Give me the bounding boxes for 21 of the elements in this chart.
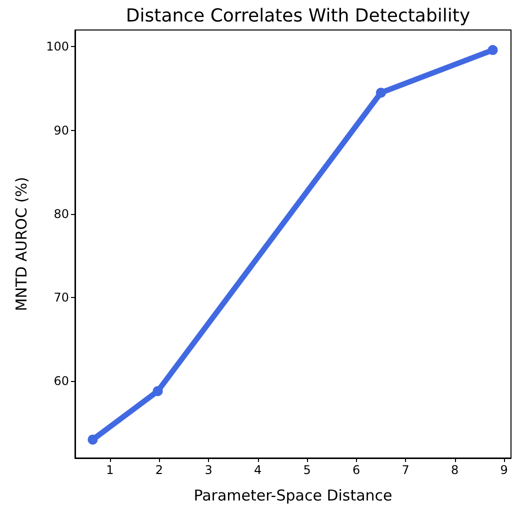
x-tick-label: 6	[352, 463, 360, 477]
x-tick-label: 3	[204, 463, 212, 477]
point	[152, 386, 163, 396]
y-tick-label: 60	[54, 374, 69, 388]
x-tick-label: 5	[303, 463, 311, 477]
y-tick-label: 70	[54, 290, 69, 304]
y-axis-title: MNTD AUROC (%)	[12, 176, 30, 312]
point	[488, 45, 498, 56]
x-axis-title: Parameter-Space Distance	[194, 486, 392, 504]
y-tick-label: 90	[54, 123, 69, 138]
x-tick-label: 8	[451, 463, 459, 477]
chart-title: Distance Correlates With Detectability	[126, 6, 470, 26]
x-tick-label: 4	[254, 463, 262, 477]
y-tick-label: 80	[54, 206, 69, 221]
x-tick-label: 1	[106, 463, 114, 477]
point	[376, 88, 386, 98]
x-tick-label: 7	[402, 463, 410, 477]
point	[88, 434, 98, 445]
x-tick-label: 2	[155, 463, 164, 477]
y-tick-label: 100	[46, 40, 69, 54]
x-tick-label: 9	[500, 463, 508, 477]
